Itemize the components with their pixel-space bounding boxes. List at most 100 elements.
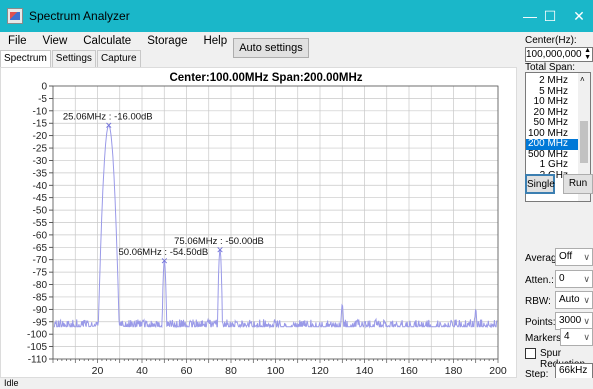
x-tick-label: 200 bbox=[489, 365, 507, 377]
y-tick-label: -35 bbox=[33, 168, 48, 179]
x-tick-label: 180 bbox=[445, 365, 463, 377]
marker-label: 75.06MHz : -50.00dB bbox=[174, 236, 264, 247]
status-text: Idle bbox=[4, 378, 19, 388]
chevron-down-icon: ∨ bbox=[583, 316, 590, 326]
tab-settings[interactable]: Settings bbox=[51, 50, 96, 67]
span-option[interactable]: 2 MHz bbox=[539, 75, 568, 86]
marker-label: 50.06MHz : -54.50dB bbox=[118, 247, 208, 258]
y-tick-label: -70 bbox=[33, 255, 48, 266]
y-tick-label: -110 bbox=[28, 355, 48, 366]
chart-title: Center:100.00MHz Span:200.00MHz bbox=[169, 72, 362, 84]
average-value: Off bbox=[559, 251, 573, 262]
menu-calculate[interactable]: Calculate bbox=[83, 35, 132, 47]
y-tick-label: -15 bbox=[33, 119, 48, 130]
rbw-label: RBW: bbox=[525, 296, 551, 307]
chevron-down-icon: ∨ bbox=[583, 332, 590, 342]
single-button[interactable]: Single bbox=[525, 174, 555, 194]
y-tick-label: -20 bbox=[33, 131, 48, 142]
step-label: Step: bbox=[525, 369, 549, 380]
markers-label: Markers: bbox=[525, 333, 564, 344]
y-tick-label: -90 bbox=[33, 305, 48, 316]
marker-point[interactable]: ✕ bbox=[216, 245, 224, 255]
y-tick-label: -95 bbox=[33, 317, 48, 328]
y-tick-label: -40 bbox=[33, 181, 48, 192]
span-option[interactable]: 5 MHz bbox=[539, 85, 568, 97]
run-button[interactable]: Run bbox=[563, 174, 593, 194]
y-tick-label: -100 bbox=[27, 330, 47, 341]
span-label: Total Span: bbox=[525, 62, 576, 73]
y-tick-label: -65 bbox=[33, 243, 48, 254]
x-tick-label: 40 bbox=[136, 365, 148, 377]
x-tick-label: 160 bbox=[400, 365, 418, 377]
y-tick-label: -75 bbox=[33, 268, 48, 279]
maximize-button[interactable]: ☐ bbox=[543, 7, 557, 24]
span-option[interactable]: 20 MHz bbox=[533, 106, 568, 118]
span-option[interactable]: 100 MHz bbox=[527, 127, 568, 139]
spin-updown-icon[interactable]: ▲ ▼ bbox=[584, 47, 591, 61]
x-tick-label: 60 bbox=[181, 365, 193, 377]
menu-help[interactable]: Help bbox=[203, 35, 228, 47]
center-label: Center(Hz): bbox=[525, 35, 577, 46]
chevron-down-icon: ∨ bbox=[583, 252, 590, 262]
span-option[interactable]: 500 MHz bbox=[527, 148, 568, 160]
y-tick-label: -55 bbox=[33, 218, 48, 229]
markers-value: 4 bbox=[564, 331, 570, 342]
center-frequency-value: 100,000,000 bbox=[526, 49, 582, 60]
title-bar[interactable]: Spectrum Analyzer — ☐ ✕ bbox=[0, 0, 593, 32]
auto-settings-button[interactable]: Auto settings bbox=[233, 38, 309, 58]
span-option[interactable]: 10 MHz bbox=[533, 96, 568, 107]
marker-point[interactable]: ✕ bbox=[105, 121, 113, 131]
step-field[interactable]: 66kHz bbox=[555, 363, 593, 379]
spur-reduction-checkbox[interactable] bbox=[525, 348, 536, 359]
spectrum-trace bbox=[53, 125, 498, 329]
y-tick-label: -60 bbox=[33, 230, 48, 241]
x-tick-label: 100 bbox=[267, 365, 285, 377]
scroll-thumb[interactable] bbox=[580, 121, 588, 163]
rbw-value: Auto bbox=[559, 294, 580, 305]
x-tick-label: 20 bbox=[92, 365, 104, 377]
plot-border bbox=[52, 85, 499, 360]
markers-select[interactable]: 4 ∨ bbox=[560, 328, 593, 346]
y-tick-label: -85 bbox=[33, 292, 48, 303]
chevron-down-icon: ∨ bbox=[583, 274, 590, 284]
y-tick-label: -80 bbox=[33, 280, 48, 291]
window-title: Spectrum Analyzer bbox=[29, 9, 130, 23]
span-option[interactable]: 200 MHz bbox=[526, 138, 590, 150]
span-option[interactable]: 50 MHz bbox=[533, 117, 568, 128]
average-select[interactable]: Off ∨ bbox=[555, 248, 593, 266]
y-tick-label: 0 bbox=[41, 82, 47, 93]
x-tick-label: 120 bbox=[311, 365, 329, 377]
close-button[interactable]: ✕ bbox=[573, 7, 585, 24]
tab-strip: Spectrum Settings Capture bbox=[0, 50, 142, 67]
x-tick-label: 80 bbox=[225, 365, 237, 377]
marker-point[interactable]: ✕ bbox=[161, 256, 169, 266]
step-value: 66kHz bbox=[559, 365, 588, 376]
y-tick-label: -50 bbox=[33, 206, 48, 217]
menu-view[interactable]: View bbox=[42, 35, 68, 47]
tab-spectrum[interactable]: Spectrum bbox=[0, 50, 51, 67]
spectrum-chart-panel: Center:100.00MHz Span:200.00MHz ✕ 25.06MH… bbox=[0, 67, 517, 378]
control-sidebar: Center(Hz): 100,000,000 ▲ ▼ Total Span: 2… bbox=[521, 32, 593, 380]
spectrum-chart[interactable]: Center:100.00MHz Span:200.00MHz ✕25.06MH… bbox=[1, 68, 516, 377]
menu-storage[interactable]: Storage bbox=[147, 35, 188, 47]
menu-file[interactable]: File bbox=[8, 35, 27, 47]
rbw-select[interactable]: Auto ∨ bbox=[555, 291, 593, 309]
status-bar: Idle bbox=[0, 378, 593, 389]
minimize-button[interactable]: — bbox=[523, 8, 537, 24]
chevron-down-icon: ∨ bbox=[583, 295, 590, 305]
center-frequency-field[interactable]: 100,000,000 ▲ ▼ bbox=[525, 47, 593, 62]
menu-bar: File View Calculate Storage Help bbox=[0, 32, 520, 50]
marker-label: 25.06MHz : -16.00dB bbox=[63, 112, 153, 123]
average-label: Average: bbox=[525, 253, 565, 264]
y-tick-label: -25 bbox=[33, 144, 48, 155]
scroll-up-icon[interactable]: ˄ bbox=[580, 75, 585, 84]
atten-value: 0 bbox=[559, 273, 565, 284]
y-tick-label: -30 bbox=[33, 156, 48, 167]
span-option[interactable]: 1 GHz bbox=[539, 159, 568, 170]
x-tick-label: 140 bbox=[356, 365, 374, 377]
tab-capture[interactable]: Capture bbox=[96, 50, 141, 67]
atten-select[interactable]: 0 ∨ bbox=[555, 270, 593, 288]
y-tick-label: -105 bbox=[27, 342, 47, 353]
points-value: 3000 bbox=[559, 315, 582, 326]
